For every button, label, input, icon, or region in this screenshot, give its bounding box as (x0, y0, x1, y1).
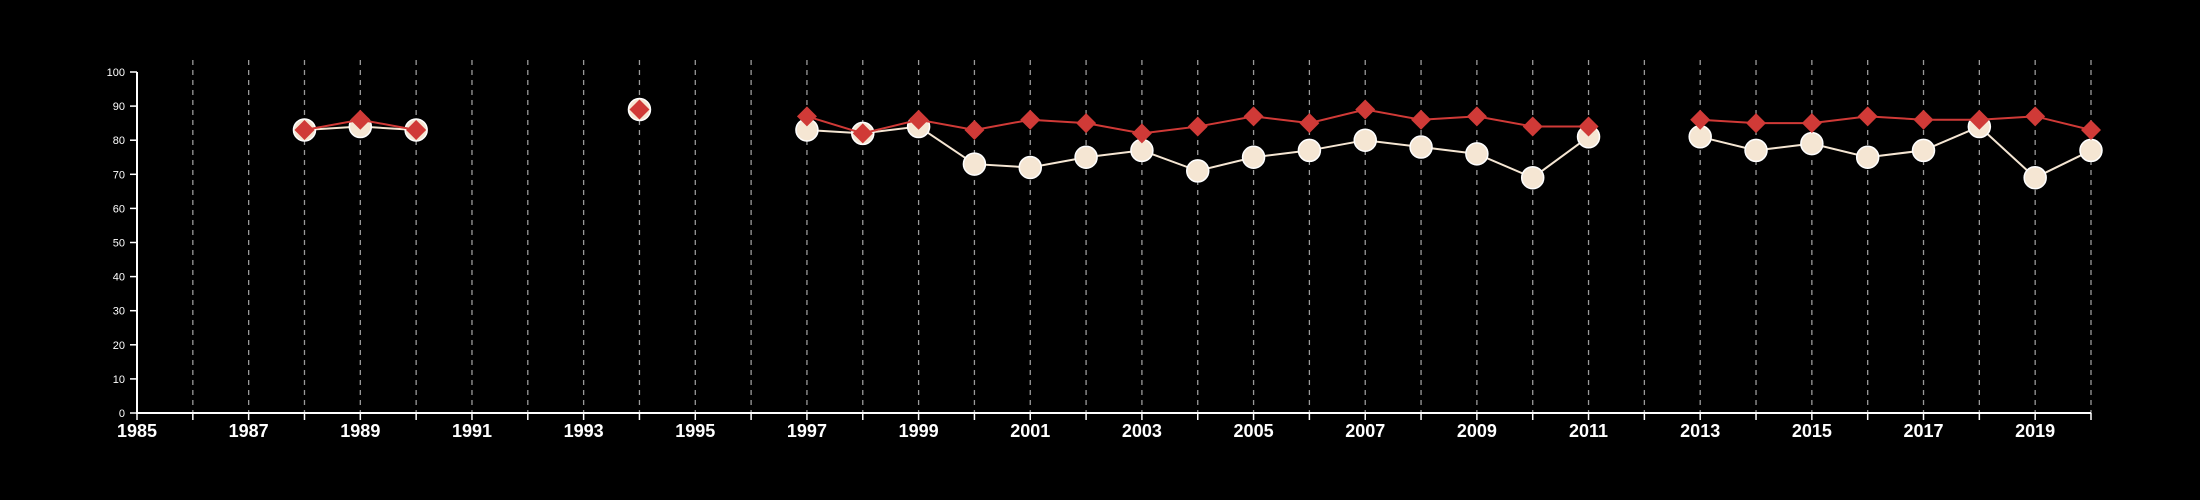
data-point (1520, 165, 1545, 190)
y-tick-label: 0 (119, 408, 125, 420)
data-point (908, 109, 929, 130)
x-tick-label: 1993 (564, 421, 604, 441)
data-point (1522, 116, 1543, 137)
axes: 0 10 20 30 40 50 60 70 80 90 100 1985 1987 1989 1991 19… (107, 67, 2092, 441)
y-tick-label: 100 (107, 67, 125, 79)
data-point (1969, 109, 1990, 130)
data-point (1911, 138, 1936, 163)
data-point (629, 99, 650, 120)
data-point (1243, 106, 1264, 127)
data-point (1578, 116, 1599, 137)
data-point (2079, 138, 2103, 163)
series-layer (292, 97, 2103, 190)
data-point (1185, 159, 1210, 183)
x-tick-label: 1987 (229, 421, 269, 441)
x-tick-label: 1991 (452, 421, 492, 441)
y-tick-label: 60 (113, 203, 125, 215)
data-point (1074, 145, 1098, 169)
data-point (1800, 131, 1824, 156)
series-1 (292, 97, 2103, 190)
data-point (964, 119, 985, 140)
x-tick-label: 1995 (675, 421, 715, 441)
x-tick-label: 2009 (1457, 421, 1497, 441)
data-point (796, 106, 817, 127)
data-point (2025, 106, 2046, 127)
x-tick-label: 2013 (1680, 421, 1720, 441)
y-tick-label: 40 (113, 272, 125, 284)
y-tick-label: 80 (113, 135, 125, 147)
x-tick-label: 1997 (787, 421, 827, 441)
data-point (1913, 109, 1934, 130)
data-point (1297, 138, 1322, 163)
data-point (1355, 99, 1376, 120)
x-tick-label: 2017 (1903, 421, 1943, 441)
x-tick-label: 2001 (1010, 421, 1050, 441)
data-point (852, 123, 873, 144)
data-point (1299, 113, 1320, 134)
data-point (1690, 109, 1711, 130)
y-tick-label: 30 (113, 306, 125, 318)
series-2 (294, 99, 2101, 144)
x-tick-label: 1985 (117, 421, 157, 441)
y-tick-label: 10 (113, 374, 125, 386)
data-point (1411, 109, 1432, 130)
data-point (1744, 138, 1768, 163)
x-tick-label: 1989 (340, 421, 380, 441)
data-point (294, 119, 315, 140)
x-tick-label: 1999 (899, 421, 939, 441)
x-tick-label: 2015 (1792, 421, 1832, 441)
x-tick-label: 2019 (2015, 421, 2055, 441)
y-tick-label: 90 (113, 101, 125, 113)
data-point (2023, 165, 2047, 190)
data-point (1131, 123, 1152, 144)
data-point (1857, 106, 1878, 127)
grid-lines (192, 60, 2092, 413)
data-point (1801, 113, 1822, 134)
data-point (1855, 145, 1880, 169)
x-tick-label: 2005 (1234, 421, 1274, 441)
data-point (1187, 116, 1208, 137)
data-point (350, 109, 371, 130)
x-tick-label: 2007 (1345, 421, 1385, 441)
data-point (1018, 155, 1043, 180)
x-tick-label: 2003 (1122, 421, 1162, 441)
y-tick-label: 20 (113, 340, 125, 352)
y-tick-label: 50 (113, 238, 125, 250)
data-point (2081, 119, 2101, 140)
data-point (1353, 128, 1377, 152)
data-point (1076, 113, 1097, 134)
data-point (1746, 113, 1767, 134)
data-point (1465, 142, 1489, 166)
data-point (406, 119, 427, 140)
data-point (962, 152, 987, 176)
data-point (1409, 135, 1433, 159)
data-point (1466, 106, 1487, 127)
y-tick-label: 70 (113, 169, 125, 181)
data-point (1020, 109, 1041, 130)
x-tick-label: 2011 (1569, 421, 1608, 441)
data-point (1241, 145, 1266, 169)
